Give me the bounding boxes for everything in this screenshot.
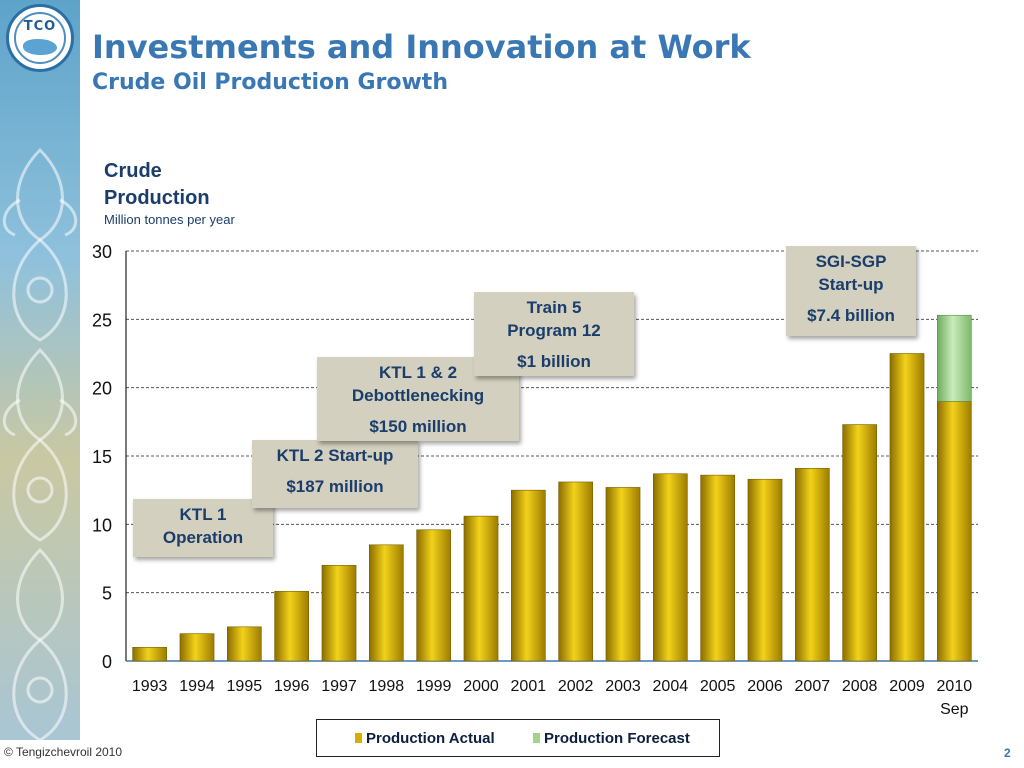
bar-actual-2003	[605, 487, 641, 662]
legend-item-forecast: Production Forecast	[533, 730, 690, 747]
annotation-cost: $150 million	[369, 417, 467, 436]
tco-logo: TCO	[6, 4, 74, 72]
y-tick-label: 30	[92, 242, 112, 262]
kazakhstan-map-icon	[23, 39, 57, 55]
legend-label-actual: Production Actual	[366, 730, 495, 747]
x-tick-label: 2002	[558, 678, 594, 695]
annotation-ktl1-operation: KTL 1 Operation	[133, 499, 273, 557]
page-number: 2	[1004, 746, 1011, 760]
y-tick-label: 10	[92, 515, 112, 535]
annotation-line: Program 12	[507, 321, 601, 340]
annotation-ktl2-startup: KTL 2 Start-up $187 million	[252, 440, 418, 508]
y-tick-label: 5	[102, 584, 112, 604]
x-tick-label: 1996	[274, 678, 310, 695]
bar-actual-2006	[747, 478, 783, 662]
bar-actual-2004	[652, 473, 688, 662]
annotation-cost: $7.4 billion	[807, 306, 895, 325]
x-tick-label: 1994	[179, 678, 215, 695]
x-tick-label: 2003	[605, 678, 641, 695]
slide-subtitle: Crude Oil Production Growth	[92, 70, 448, 95]
bar-actual-1997	[321, 565, 357, 662]
bar-actual-2000	[463, 515, 499, 662]
ornament-pattern-icon	[2, 147, 78, 740]
annotation-cost: $1 billion	[517, 352, 591, 371]
logo-ring	[14, 12, 66, 64]
bar-actual-1993	[132, 647, 168, 662]
x-tick-label: 2000	[463, 678, 499, 695]
y-tick-label: 0	[102, 652, 112, 672]
bar-actual-2009	[889, 353, 925, 662]
bar-actual-2010	[936, 401, 972, 662]
y-tick-label: 15	[92, 447, 112, 467]
annotation-line: Start-up	[818, 275, 884, 294]
legend-item-actual: Production Actual	[355, 730, 495, 747]
bar-actual-1999	[416, 529, 452, 662]
x-tick-label: 1995	[227, 678, 263, 695]
logo-text: TCO	[23, 19, 57, 34]
legend-swatch-actual	[355, 733, 362, 743]
copyright-footer: © Tengizchevroil 2010	[4, 745, 123, 759]
bar-actual-1998	[368, 544, 404, 662]
bar-actual-2007	[794, 467, 830, 662]
annotation-line: KTL 1 & 2	[378, 363, 458, 382]
bar-actual-1994	[179, 633, 215, 662]
x-tick-label: 2005	[700, 678, 736, 695]
slide-title: Investments and Innovation at Work	[92, 28, 751, 66]
x-tick-label: 2009	[889, 678, 925, 695]
annotation-line: KTL 2 Start-up	[276, 446, 394, 465]
annotation-line: KTL 1	[179, 505, 227, 524]
bar-actual-2005	[700, 474, 736, 662]
x-tick-label: 2007	[795, 678, 831, 695]
bar-forecast-2010	[936, 314, 972, 402]
x-tick-label: 2006	[747, 678, 783, 695]
decorative-side-band	[0, 0, 80, 740]
legend-swatch-forecast	[533, 733, 540, 743]
x-tick-sublabel: Sep	[940, 701, 969, 718]
x-tick-label: 1999	[416, 678, 452, 695]
annotation-line: Operation	[162, 528, 244, 547]
bar-actual-2001	[510, 489, 546, 662]
bar-actual-2002	[558, 481, 594, 662]
annotation-line: Train 5	[526, 298, 582, 317]
bar-actual-2008	[842, 424, 878, 662]
legend-label-forecast: Production Forecast	[544, 730, 690, 747]
x-tick-label: 1998	[369, 678, 405, 695]
x-tick-label: 2010	[937, 678, 973, 695]
x-tick-label: 2004	[653, 678, 689, 695]
y-axis-units: Million tonnes per year	[104, 212, 235, 227]
annotation-sgi-sgp-startup: SGI-SGP Start-up $7.4 billion	[786, 246, 916, 336]
bar-actual-1996	[274, 590, 310, 662]
chart-legend: Production Actual Production Forecast	[316, 719, 720, 757]
annotation-line: SGI-SGP	[815, 252, 887, 271]
x-tick-label: 1993	[132, 678, 168, 695]
chart-title: Crude Production	[104, 160, 210, 209]
annotation-train5-program12: Train 5 Program 12 $1 billion	[474, 292, 634, 376]
annotation-line: Debottlenecking	[351, 386, 485, 405]
y-tick-label: 25	[92, 310, 112, 330]
annotation-cost: $187 million	[286, 477, 384, 496]
x-tick-label: 2008	[842, 678, 878, 695]
annotation-ktl-debottlenecking: KTL 1 & 2 Debottlenecking $150 million	[317, 357, 519, 441]
bar-actual-1995	[226, 626, 262, 662]
x-tick-label: 2001	[511, 678, 547, 695]
y-tick-label: 20	[92, 379, 112, 399]
x-tick-label: 1997	[321, 678, 357, 695]
